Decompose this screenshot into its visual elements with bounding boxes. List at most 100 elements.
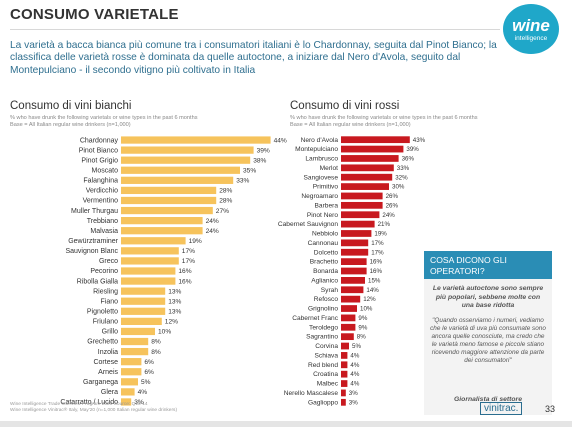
red-wine-bar	[341, 305, 357, 312]
white-wine-bar	[121, 277, 176, 285]
white-wine-bar	[121, 317, 162, 325]
white-wine-value-label: 5%	[141, 379, 151, 386]
red-wine-value-label: 4%	[350, 362, 359, 369]
red-wine-value-label: 26%	[386, 202, 399, 209]
white-wine-bar	[121, 378, 138, 386]
white-wine-chart-note: % who have drunk the following varietals…	[10, 115, 198, 128]
red-wine-value-label: 15%	[368, 277, 381, 284]
red-wine-bar	[341, 173, 393, 181]
red-wine-bar	[341, 136, 410, 144]
red-wine-value-label: 43%	[413, 137, 426, 144]
white-wine-value-label: 3%	[134, 399, 144, 406]
white-wine-value-label: 35%	[243, 167, 256, 174]
intro-paragraph: La varietà a bacca bianca più comune tra…	[10, 40, 497, 76]
red-wine-value-label: 8%	[357, 334, 366, 341]
red-wine-category-label: Sangiovese	[304, 174, 339, 181]
red-wine-bar	[341, 267, 367, 275]
white-wine-bar	[121, 166, 240, 174]
red-wine-category-label: Schiava	[315, 352, 339, 359]
white-wine-value-label: 4%	[138, 389, 148, 396]
logo-main-text: wine	[512, 16, 550, 35]
red-wine-bar	[341, 295, 361, 303]
white-wine-value-label: 33%	[236, 178, 249, 185]
red-wine-bar	[341, 333, 354, 341]
red-wine-category-label: Brachetto	[310, 259, 339, 266]
red-wine-bar	[341, 239, 369, 247]
white-wine-bar	[121, 267, 176, 275]
red-wine-bar	[341, 183, 389, 190]
red-wine-value-label: 16%	[370, 259, 383, 266]
white-wine-value-label: 13%	[168, 298, 181, 305]
red-wine-value-label: 10%	[360, 306, 373, 313]
red-wine-category-label: Barbera	[315, 202, 339, 209]
red-wine-value-label: 3%	[349, 399, 358, 406]
red-wine-bar	[341, 211, 380, 219]
red-wine-value-label: 3%	[349, 390, 358, 397]
red-wine-value-label: 24%	[382, 212, 395, 219]
white-wine-bar	[121, 227, 203, 235]
white-wine-value-label: 12%	[165, 319, 178, 326]
red-wine-category-label: Nebbiolo	[312, 231, 338, 238]
white-wine-category-label: Trebbiano	[87, 218, 118, 225]
white-wine-category-label: Cortese	[93, 359, 118, 366]
red-wine-value-label: 32%	[395, 174, 408, 181]
red-wine-category-label: Negroamaro	[301, 193, 338, 200]
white-wine-bar	[121, 398, 132, 406]
red-wine-category-label: Malbec	[317, 381, 339, 388]
white-wine-value-label: 24%	[206, 218, 219, 225]
white-wine-category-label: Vermentino	[83, 198, 119, 205]
red-wine-category-label: Cabernet Sauvignon	[278, 221, 338, 228]
red-wine-category-label: Red blend	[308, 362, 338, 369]
red-wine-chart-title: Consumo di vini rossi	[290, 100, 400, 112]
white-wine-value-label: 24%	[206, 228, 219, 235]
red-wine-category-label: Montepulciano	[295, 146, 338, 153]
white-wine-category-label: Greco	[99, 258, 118, 265]
red-wine-bar	[341, 220, 375, 228]
page-bottom-bar	[0, 421, 572, 427]
red-wine-bar	[341, 164, 394, 172]
red-wine-bar	[341, 342, 349, 350]
page-title: CONSUMO VARIETALE	[10, 6, 179, 23]
white-wine-value-label: 16%	[178, 278, 191, 285]
white-wine-category-label: Pinot Bianco	[79, 147, 118, 154]
red-wine-category-label: Merlot	[320, 165, 338, 172]
white-wine-value-label: 6%	[144, 359, 154, 366]
white-wine-bar	[121, 237, 186, 245]
white-wine-bar	[121, 247, 179, 255]
white-wine-bar	[121, 297, 166, 305]
white-wine-category-label: Grillo	[102, 329, 118, 336]
red-wine-bar	[341, 370, 348, 378]
white-wine-value-label: 10%	[158, 329, 171, 336]
white-wine-category-label: Arneis	[98, 369, 118, 376]
operators-author: Giornalista di settore	[454, 396, 522, 403]
white-wine-value-label: 44%	[274, 137, 287, 144]
white-wine-value-label: 13%	[168, 309, 181, 316]
red-wine-value-label: 16%	[370, 268, 383, 275]
red-wine-value-label: 33%	[397, 165, 410, 172]
red-wine-value-label: 4%	[350, 371, 359, 378]
red-wine-value-label: 19%	[374, 231, 387, 238]
red-wine-bar	[341, 192, 383, 200]
white-wine-value-label: 17%	[182, 248, 195, 255]
red-wine-value-label: 26%	[386, 193, 399, 200]
white-wine-value-label: 28%	[219, 198, 232, 205]
red-wine-bar	[341, 286, 364, 294]
red-wine-category-label: Dolcetto	[314, 249, 339, 256]
red-wine-category-label: Teroldego	[309, 324, 338, 331]
red-wine-category-label: Refosco	[314, 296, 339, 303]
red-wine-category-label: Cabernet Franc	[292, 315, 339, 322]
white-wine-value-label: 19%	[189, 238, 202, 245]
operators-heading: COSA DICONO GLI OPERATORI?	[424, 253, 552, 279]
red-wine-bar	[341, 230, 372, 237]
red-wine-bar	[341, 389, 346, 397]
white-wine-bar	[121, 156, 251, 164]
white-wine-bar	[121, 136, 271, 144]
white-wine-category-label: Glera	[101, 389, 118, 396]
white-wine-bar	[121, 337, 149, 346]
white-wine-category-label: Ribolla Gialla	[77, 278, 118, 285]
white-wine-category-label: Falanghina	[83, 178, 118, 185]
white-wine-bar	[121, 368, 142, 376]
white-wine-category-label: Friulano	[93, 319, 118, 326]
white-wine-category-label: Pignoletto	[87, 309, 118, 316]
white-wine-value-label: 8%	[151, 339, 161, 346]
